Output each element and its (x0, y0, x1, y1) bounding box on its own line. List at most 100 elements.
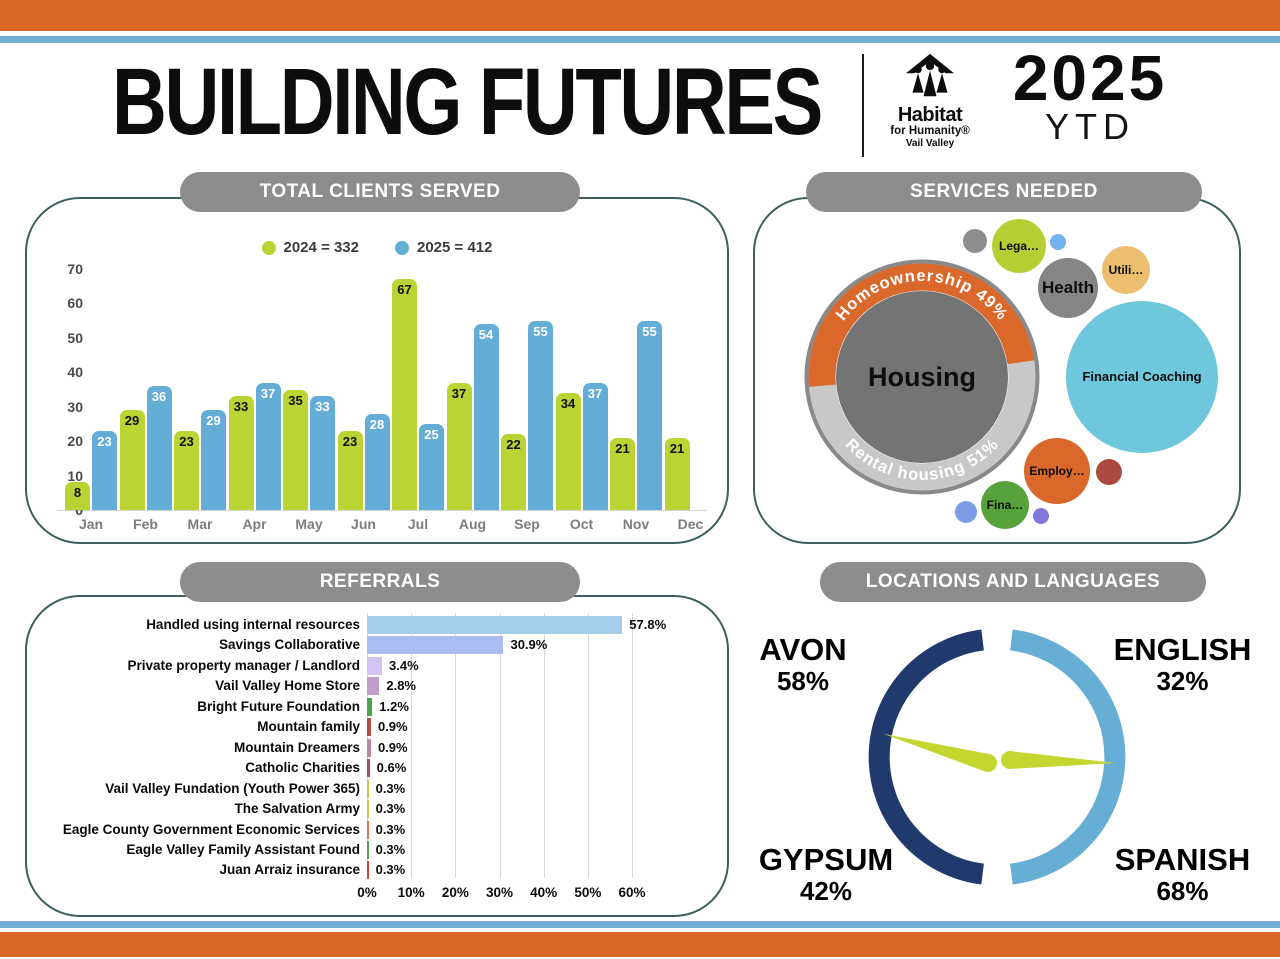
referral-value-label: 0.3% (375, 841, 406, 857)
bar-value-label: 37 (451, 385, 467, 401)
health-bubble-label: Health (1042, 278, 1094, 298)
bar-value-label: 67 (397, 282, 412, 298)
referral-category-label: Mountain family (257, 719, 360, 735)
gypsum-label-block: GYPSUM 42% (746, 843, 906, 906)
referral-category-label: Eagle Valley Family Assistant Found (126, 841, 360, 857)
bar-value-label: 28 (369, 416, 385, 432)
bar-value-label: 36 (151, 389, 167, 405)
referral-value-label: 3.4% (389, 657, 419, 673)
gypsum-value: 42% (799, 876, 853, 906)
bar-value-label: 22 (506, 437, 521, 453)
bar-2025-apr: 37 (255, 382, 281, 510)
employment-bubble: Employ… (1024, 438, 1090, 504)
bar-value-label: 23 (342, 433, 358, 449)
gauge-left-ring (868, 629, 984, 885)
bar-2024-oct: 34 (555, 392, 581, 510)
referrals-panel-title: REFERRALS (180, 562, 580, 602)
spanish-label: SPANISH (1114, 842, 1251, 877)
year-label: 2025 (1012, 42, 1168, 114)
clients-panel: 2024 = 332 2025 = 412 0 10 20 30 40 50 60 70 8 23… (25, 197, 729, 544)
gauge-right-ring (1010, 629, 1126, 885)
legend-label-2024: 2024 = 332 (283, 239, 360, 256)
logo-region: Vail Valley (905, 138, 955, 149)
header-divider (862, 54, 864, 157)
referral-category-label: Savings Collaborative (218, 637, 360, 653)
referral-value-label: 1.2% (379, 698, 409, 714)
bar-2024-aug: 37 (446, 382, 472, 510)
logo-name: Habitat (897, 104, 963, 126)
habitat-house-icon (902, 53, 958, 104)
gray-dot-bubble (963, 229, 987, 253)
referral-category-label: The Salvation Army (234, 801, 360, 817)
x-axis-line (57, 510, 707, 511)
bar-2025-may: 33 (310, 396, 335, 510)
x-axis-month-label: Jan (78, 516, 104, 532)
bar-2024-dec: 21 (664, 437, 690, 510)
referral-bar (367, 779, 369, 798)
ytd-label: YTD (1045, 106, 1135, 147)
referral-value-label: 0.9% (377, 719, 408, 735)
x-axis-month-label: Oct (569, 516, 594, 532)
bar-2024-jul: 67 (392, 279, 417, 510)
bar-value-label: 29 (124, 413, 140, 429)
bar-2024-may: 35 (283, 389, 308, 510)
y-axis-tick-label: 30 (67, 398, 83, 415)
y-axis-tick-label: 50 (67, 329, 83, 346)
red-dot-bubble (1096, 459, 1122, 485)
referral-bar (367, 800, 369, 819)
purple-dot-bubble (1033, 508, 1049, 524)
employment-bubble-label: Employ… (1029, 463, 1085, 478)
grid-line (499, 613, 501, 878)
gauge-left-needle (884, 734, 997, 772)
bar-2025-oct: 37 (582, 382, 608, 510)
x-axis-month-label: Jul (407, 516, 429, 532)
bar-2025-aug: 54 (473, 324, 499, 510)
x-axis-month-label: Aug (458, 516, 487, 532)
bar-value-label: 34 (560, 395, 576, 411)
x-axis-month-label: Mar (187, 516, 213, 532)
referral-category-label: Eagle County Government Economic Service… (62, 821, 360, 837)
referral-category-label: Vail Valley Fundation (Youth Power 365) (105, 780, 360, 796)
grid-line (587, 613, 589, 878)
bar-2024-mar: 23 (174, 430, 199, 510)
referral-category-label: Private property manager / Landlord (127, 657, 360, 673)
housing-bubble-label: Housing (868, 362, 976, 392)
housing-bubble: Homeownership 49% Rental housing 51% Hou… (804, 259, 1040, 495)
bar-value-label: 23 (97, 433, 112, 449)
y-axis-tick-label: 20 (67, 433, 83, 450)
bar-value-label: 35 (288, 392, 303, 408)
grid-line (543, 613, 545, 878)
x-axis-month-label: Jun (351, 516, 376, 532)
bar-value-label: 8 (73, 485, 82, 501)
bar-2024-jan: 8 (65, 482, 90, 510)
referral-value-label: 0.9% (377, 739, 408, 755)
avon-label: AVON (759, 632, 847, 667)
referral-bar (367, 656, 383, 675)
legend-label-2025: 2025 = 412 (417, 239, 493, 256)
bar-2024-sep: 22 (501, 434, 526, 510)
blue-dot-bubble (1050, 234, 1066, 250)
top-orange-band (0, 0, 1280, 31)
x-axis-tick-label: 20% (441, 885, 469, 900)
bar-value-label: 33 (315, 399, 330, 415)
referral-value-label: 0.6% (376, 760, 407, 776)
referral-bar (367, 861, 369, 880)
bar-2025-jul: 25 (419, 423, 444, 510)
referral-value-label: 0.3% (375, 780, 406, 796)
locations-panel: AVON 58% ENGLISH 32% GYPSUM 42% SPANISH … (740, 560, 1251, 915)
referral-bar (367, 840, 369, 859)
y-axis-tick-label: 70 (67, 261, 83, 277)
bar-value-label: 54 (478, 327, 494, 343)
referral-value-label: 30.9% (510, 637, 548, 653)
bar-2024-nov: 21 (610, 437, 635, 510)
habitat-logo: Habitat for Humanity® Vail Valley (884, 52, 976, 150)
locations-panel-title: LOCATIONS AND LANGUAGES (820, 562, 1206, 602)
bar-2025-jun: 28 (364, 413, 390, 510)
grid-line (455, 613, 457, 878)
english-label-block: ENGLISH 32% (1110, 633, 1255, 696)
bar-2024-feb: 29 (119, 410, 145, 510)
financial-small-bubble-label: Fina… (986, 497, 1024, 512)
x-axis-tick-label: 50% (574, 885, 602, 900)
bar-value-label: 21 (615, 440, 630, 456)
x-axis-month-label: Apr (242, 516, 267, 532)
